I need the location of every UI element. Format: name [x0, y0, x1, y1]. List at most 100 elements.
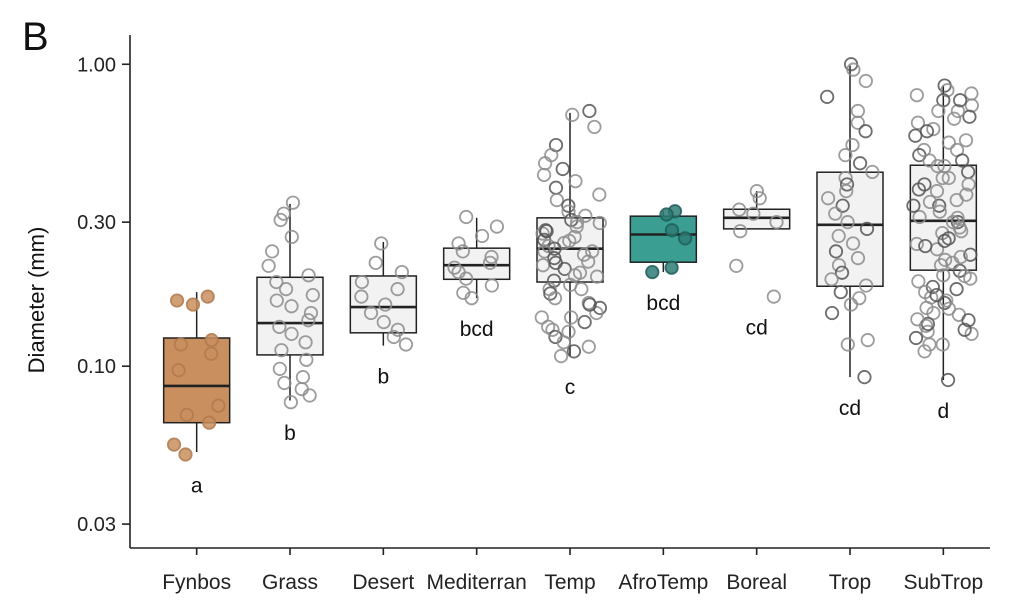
data-point: [566, 344, 582, 359]
significance-label: b: [284, 422, 296, 445]
data-point: [390, 282, 405, 297]
data-point: [858, 73, 873, 89]
data-point: [833, 284, 848, 300]
data-point: [950, 103, 966, 119]
axes: 0.03 0.10 0.30 1.00: [77, 35, 990, 555]
data-point: [932, 198, 947, 213]
data-point: [589, 269, 605, 284]
box-group: a: [162, 289, 231, 498]
data-point: [859, 278, 874, 293]
y-tick-label: 0.30: [77, 212, 116, 234]
data-point: [451, 236, 466, 251]
data-point: [852, 156, 868, 171]
data-point: [298, 335, 313, 350]
data-point: [265, 244, 280, 259]
data-point: [592, 187, 607, 202]
data-point: [171, 363, 186, 378]
data-point: [538, 156, 553, 171]
box-group: cd: [816, 57, 884, 420]
data-point: [354, 289, 369, 304]
data-point: [555, 161, 570, 177]
data-point: [398, 337, 414, 352]
data-point: [274, 343, 289, 358]
data-point: [824, 272, 839, 287]
data-point: [305, 287, 320, 303]
data-point: [587, 119, 602, 135]
data-point: [173, 337, 188, 352]
data-point: [918, 238, 933, 254]
data-point: [961, 313, 976, 328]
data-point: [850, 251, 866, 266]
significance-label: b: [377, 366, 389, 389]
x-tick-label: Grass: [262, 571, 318, 594]
data-point: [964, 86, 979, 101]
data-point: [929, 287, 944, 303]
data-point: [582, 103, 597, 119]
box-group: b: [256, 195, 324, 445]
data-point: [284, 229, 299, 245]
data-point: [961, 177, 976, 192]
data-point: [368, 255, 383, 270]
data-point: [733, 224, 748, 239]
data-point: [568, 174, 583, 189]
data-point: [908, 330, 924, 346]
data-point: [556, 335, 571, 350]
x-tick-label: Fynbos: [162, 571, 231, 594]
data-point: [447, 260, 462, 275]
data-point: [390, 322, 405, 337]
data-point: [910, 312, 925, 327]
data-point: [547, 291, 563, 306]
data-point: [582, 297, 597, 312]
box-group: cd: [722, 184, 791, 340]
data-point: [963, 247, 978, 262]
data-point: [941, 301, 957, 316]
box-group: c: [534, 103, 608, 399]
data-point: [919, 124, 935, 139]
data-point: [489, 219, 505, 234]
data-point: [845, 137, 860, 153]
data-point: [831, 258, 847, 273]
data-point: [285, 195, 301, 210]
data-point: [917, 177, 932, 192]
data-point: [284, 299, 299, 314]
data-point: [910, 115, 926, 130]
data-point: [179, 407, 194, 422]
data-point: [185, 297, 201, 312]
data-point: [838, 148, 853, 163]
data-point: [577, 314, 592, 330]
data-point: [536, 167, 552, 183]
data-point: [464, 291, 479, 306]
data-point: [374, 236, 389, 251]
box: [349, 275, 418, 334]
data-point: [574, 282, 589, 297]
data-point: [766, 289, 781, 304]
data-point: [279, 282, 294, 297]
data-point: [269, 274, 284, 290]
data-point: [543, 286, 558, 301]
box-group: bcd: [629, 204, 698, 315]
data-point: [484, 249, 499, 265]
data-point: [909, 88, 924, 103]
data-point: [962, 109, 977, 124]
data-point: [299, 352, 314, 367]
data-point: [303, 305, 319, 321]
data-point: [570, 215, 585, 230]
data-point: [839, 177, 855, 192]
significance-label: cd: [839, 397, 861, 420]
data-point: [839, 184, 854, 199]
data-point: [852, 291, 867, 306]
data-point: [947, 111, 962, 126]
data-point: [911, 274, 926, 289]
data-point: [376, 314, 391, 330]
data-point: [931, 103, 946, 119]
data-point: [954, 224, 969, 239]
data-point: [561, 198, 576, 213]
data-point: [834, 265, 850, 280]
data-point: [850, 103, 866, 119]
data-point: [474, 228, 490, 244]
x-tick-label: Desert: [352, 571, 414, 594]
data-point: [202, 415, 217, 430]
data-point: [664, 223, 680, 238]
data-point: [821, 191, 836, 206]
data-point: [908, 128, 923, 143]
